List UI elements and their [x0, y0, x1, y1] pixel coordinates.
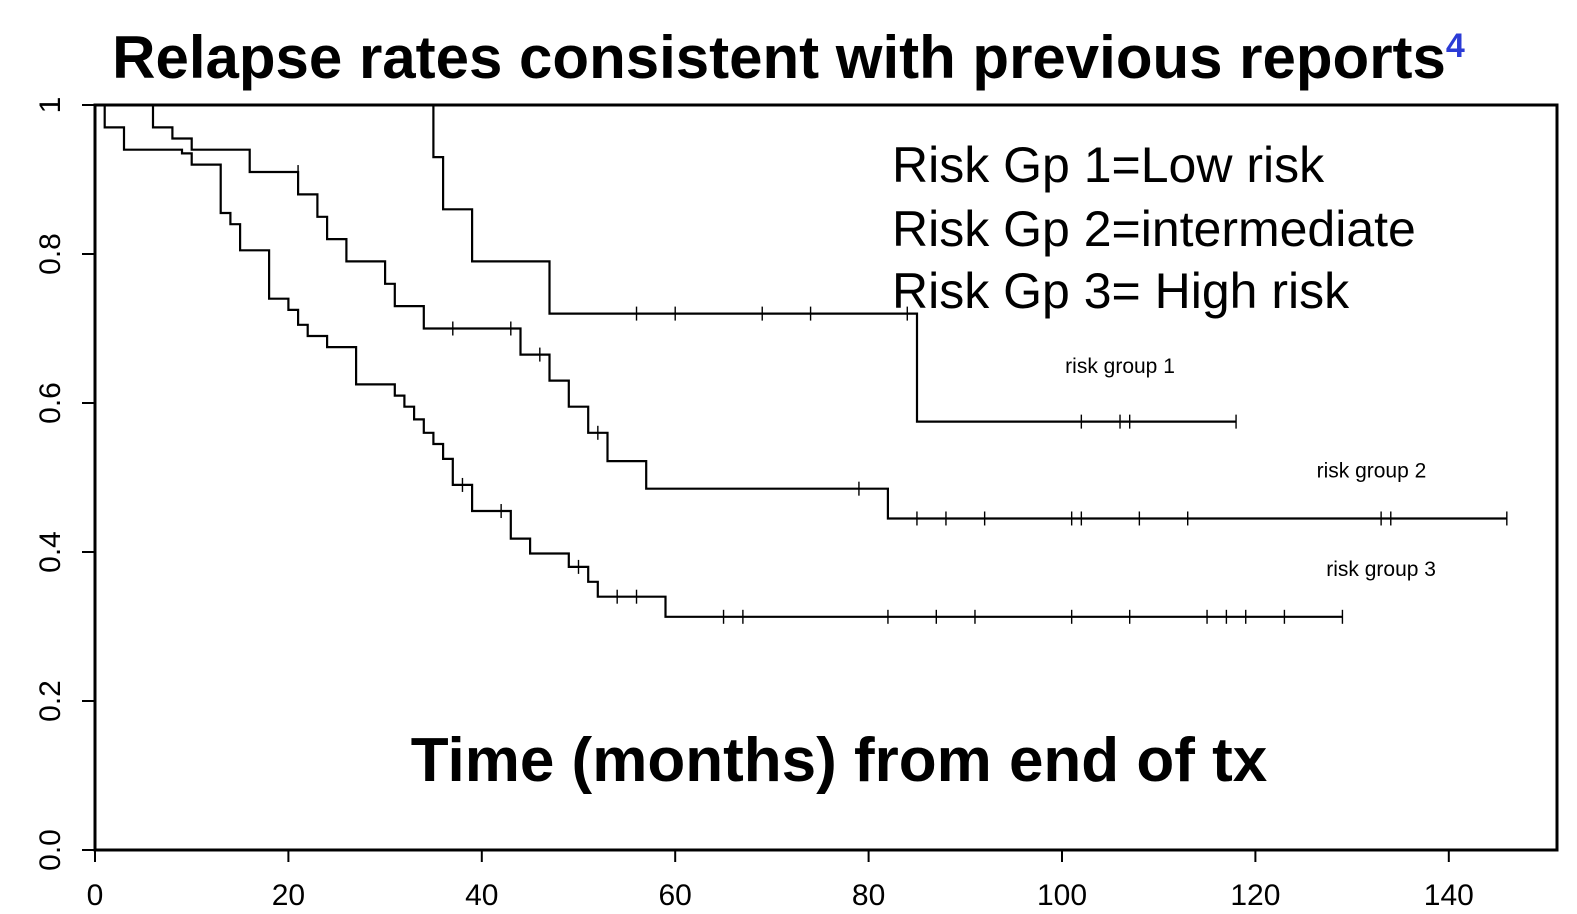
- x-tick-label-40: 40: [465, 879, 498, 912]
- x-tick-label-100: 100: [1037, 879, 1087, 912]
- x-tick-label-140: 140: [1424, 879, 1474, 912]
- x-tick-label-0: 0: [87, 879, 104, 912]
- title-footnote-marker: 4: [1445, 27, 1465, 65]
- x-tick-label-120: 120: [1230, 879, 1280, 912]
- y-tick-label-2: 0.4: [34, 531, 67, 573]
- y-tick-label-5: 1: [34, 97, 67, 114]
- legend-text-1: Risk Gp 1=Low risk: [892, 137, 1325, 193]
- series-3: risk group 3: [95, 103, 1436, 624]
- legend-text-3: Risk Gp 3= High risk: [892, 263, 1350, 319]
- y-tick-label-3: 0.6: [34, 382, 67, 424]
- y-tick-label-4: 0.8: [34, 233, 67, 275]
- survival-curve-2: [95, 103, 1507, 520]
- chart-title: Relapse rates consistent with previous r…: [0, 22, 1577, 94]
- series-1: risk group 1: [95, 103, 1237, 429]
- survival-curve-1: [95, 103, 1237, 423]
- chart-title-text: Relapse rates consistent with previous r…: [112, 24, 1446, 91]
- annotation-layer: Risk Gp 1=Low risk Risk Gp 2=intermediat…: [411, 137, 1416, 795]
- x-tick-label-20: 20: [272, 879, 305, 912]
- series-layer: risk group 1 risk group 2 risk group 3: [95, 103, 1508, 624]
- legend-text-2: Risk Gp 2=intermediate: [892, 201, 1416, 257]
- axes: 0 20 40 60 80 100 120 140 0.0 0.2 0.4 0.6 0.8 1: [34, 97, 1474, 912]
- series-label-3: risk group 3: [1326, 558, 1436, 581]
- x-axis-label: Time (months) from end of tx: [411, 726, 1268, 795]
- series-label-2: risk group 2: [1317, 460, 1427, 483]
- y-tick-label-0: 0.0: [34, 829, 67, 871]
- x-tick-label-60: 60: [659, 879, 692, 912]
- series-label-1: risk group 1: [1065, 355, 1175, 378]
- survival-curve-3: [95, 103, 1343, 618]
- y-tick-label-1: 0.2: [34, 680, 67, 722]
- series-2: risk group 2: [95, 103, 1508, 526]
- x-tick-label-80: 80: [852, 879, 885, 912]
